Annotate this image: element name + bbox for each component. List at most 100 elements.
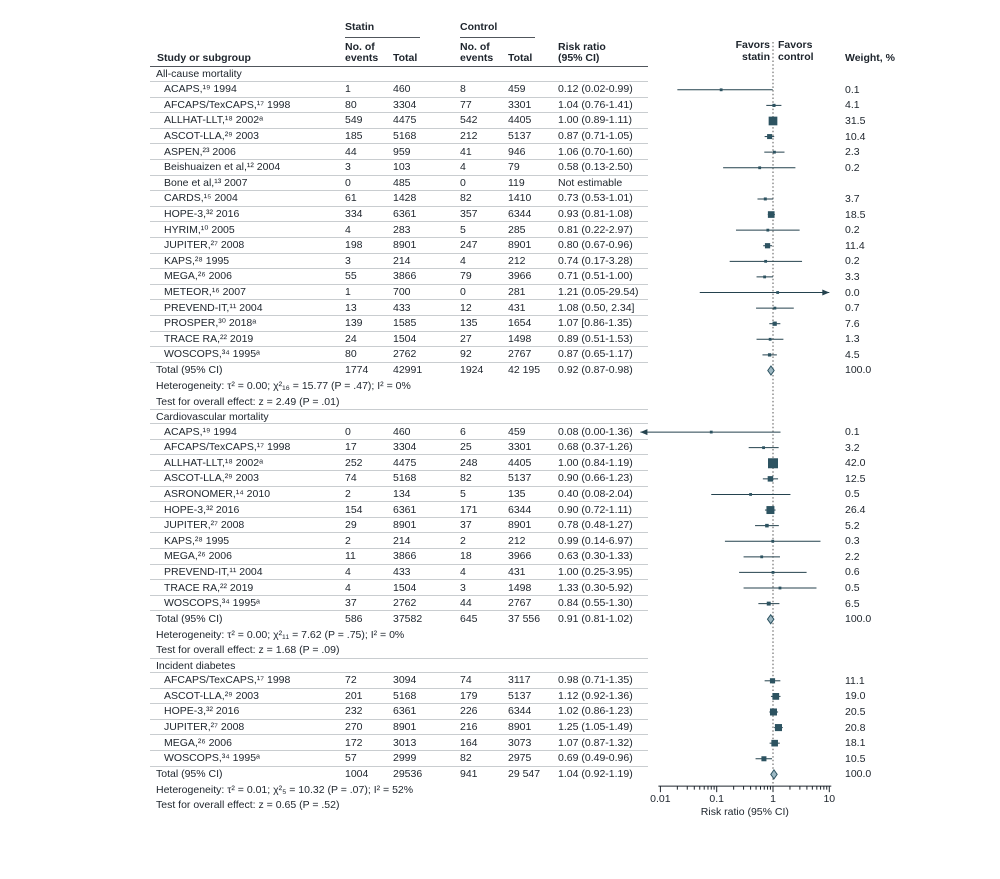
weight-value: 20.5 [845,705,866,718]
control-events: 4 [460,161,466,174]
study-row: HOPE-3,³² 2016 232 6361 226 6344 1.02 (0.86-1… [150,704,930,720]
statin-total: 3866 [393,550,417,563]
study-row: PREVEND-IT,¹¹ 2004 13 433 12 431 1.08 (0.50, … [150,300,930,316]
statin-events: 154 [345,503,363,516]
risk-ratio-text: 1.33 (0.30-5.92) [558,581,633,594]
statin-total: 1504 [393,332,417,345]
row-table-cells: Total (95% CI) 1004 29536 941 29 547 1.04 (0.… [150,767,648,783]
control-events: 216 [460,721,478,734]
control-total: 946 [508,145,526,158]
favors-statin-line1: Favors [735,39,770,51]
statin-total: 8901 [393,239,417,252]
statin-total: 485 [393,176,411,189]
weight-value: 100.0 [845,768,872,781]
control-total: 29 547 [508,768,541,781]
overall-effect-note: Test for overall effect: z = 1.68 (P = .… [156,644,340,657]
risk-ratio-text: 1.04 (0.76-1.41) [558,98,633,111]
statin-total: 5168 [393,472,417,485]
study-label: TRACE RA,²² 2019 [164,581,254,594]
control-events: 6 [460,425,466,438]
risk-ratio-text: 0.80 (0.67-0.96) [558,239,633,252]
row-table-cells: Bone et al,¹³ 2007 0 485 0 119 Not estimable [150,176,648,192]
statin-total: 3094 [393,674,417,687]
study-label: HYRIM,¹⁰ 2005 [164,223,235,236]
control-events: 212 [460,130,478,143]
statin-total: 433 [393,565,411,578]
study-label: Total (95% CI) [156,768,223,781]
statin-events: 55 [345,270,357,283]
risk-ratio-text: 0.87 (0.65-1.17) [558,348,633,361]
favors-statin-label: Favors statin [690,39,770,63]
study-row: TRACE RA,²² 2019 24 1504 27 1498 0.89 (0.51-1… [150,332,930,348]
control-total: 3117 [508,674,531,687]
row-table-cells: KAPS,²⁸ 1995 2 214 2 212 0.99 (0.14-6.97) [150,533,648,550]
study-row: Beishuaizen et al,¹² 2004 3 103 4 79 0.58 (0.… [150,160,930,176]
control-events: 5 [460,223,466,236]
study-label: MEGA,²⁶ 2006 [164,270,232,283]
risk-ratio-text: 0.40 (0.08-2.04) [558,487,633,500]
control-events: 0 [460,176,466,189]
risk-ratio-text: 0.84 (0.55-1.30) [558,597,633,610]
risk-ratio-text: 1.00 (0.84-1.19) [558,456,633,469]
column-header-statin-events-line1: No. of [345,41,375,53]
risk-ratio-text: 1.07 (0.87-1.32) [558,736,633,749]
control-total: 6344 [508,705,532,718]
row-table-cells: METEOR,¹⁶ 2007 1 700 0 281 1.21 (0.05-29.54) [150,285,648,301]
row-table-cells: ACAPS,¹⁹ 1994 1 460 8 459 0.12 (0.02-0.99) [150,82,648,98]
statin-events: 201 [345,689,363,702]
statin-total: 214 [393,534,411,547]
row-table-cells: Beishuaizen et al,¹² 2004 3 103 4 79 0.58 (0.… [150,160,648,176]
control-events: 135 [460,317,478,330]
study-label: PREVEND-IT,¹¹ 2004 [164,301,263,314]
study-label: Total (95% CI) [156,613,223,626]
statin-total: 6361 [393,705,417,718]
study-row: Bone et al,¹³ 2007 0 485 0 119 Not estimable [150,176,930,192]
column-header-weight: Weight, % [845,52,895,64]
statin-total: 3013 [393,736,417,749]
control-total: 135 [508,487,526,500]
control-total: 3966 [508,550,532,563]
study-row: JUPITER,²⁷ 2008 270 8901 216 8901 1.25 (1.05-… [150,720,930,736]
weight-value: 0.3 [845,535,860,548]
study-row: WOSCOPS,³⁴ 1995ᵃ 80 2762 92 2767 0.87 (0.65-1… [150,347,930,363]
row-table-cells: PROSPER,³⁰ 2018ᵃ 139 1585 135 1654 1.07 [0.86… [150,316,648,332]
study-row: ALLHAT-LLT,¹⁸ 2002ᵃ 252 4475 248 4405 1.00 (0… [150,455,930,472]
row-table-cells: TRACE RA,²² 2019 24 1504 27 1498 0.89 (0.51-1… [150,332,648,348]
control-events: 1924 [460,364,484,377]
statin-events: 0 [345,176,351,189]
risk-ratio-text: 0.58 (0.13-2.50) [558,161,633,174]
statin-total: 8901 [393,519,417,532]
control-total: 1498 [508,581,532,594]
row-table-cells: JUPITER,²⁷ 2008 198 8901 247 8901 0.80 (0.67-… [150,238,648,254]
control-total: 3301 [508,441,532,454]
statin-events: 232 [345,705,363,718]
study-label: AFCAPS/TexCAPS,¹⁷ 1998 [164,674,291,687]
risk-ratio-text: 0.69 (0.49-0.96) [558,752,633,765]
column-header-study: Study or subgroup [157,52,251,64]
study-row: WOSCOPS,³⁴ 1995ᵃ 57 2999 82 2975 0.69 (0.49-0… [150,751,930,767]
column-header-control-events-line1: No. of [460,41,490,53]
weight-value: 31.5 [845,114,866,127]
study-label: WOSCOPS,³⁴ 1995ᵃ [164,348,260,361]
risk-ratio-text: 1.25 (1.05-1.49) [558,721,633,734]
statin-events: 4 [345,223,351,236]
control-events: 357 [460,208,478,221]
control-total: 5137 [508,472,532,485]
row-table-cells: ALLHAT-LLT,¹⁸ 2002ᵃ 549 4475 542 4405 1.00 (0… [150,113,648,129]
statin-total: 6361 [393,208,417,221]
study-label: KAPS,²⁸ 1995 [164,254,230,267]
study-row: PREVEND-IT,¹¹ 2004 4 433 4 431 1.00 (0.25-3.9… [150,565,930,581]
row-table-cells: HYRIM,¹⁰ 2005 4 283 5 285 0.81 (0.22-2.97) [150,222,648,238]
control-total: 3301 [508,98,532,111]
weight-value: 3.3 [845,270,860,283]
statin-events: 13 [345,301,357,314]
weight-value: 100.0 [845,364,872,377]
risk-ratio-text: 0.74 (0.17-3.28) [558,254,633,267]
table-header: Study or subgroup Statin Control No. of … [0,18,1000,67]
risk-ratio-text: 1.02 (0.86-1.23) [558,705,633,718]
control-total: 285 [508,223,526,236]
column-header-statin-group: Statin [345,21,375,33]
risk-ratio-text: Not estimable [558,176,623,189]
control-total: 2975 [508,752,532,765]
study-row: JUPITER,²⁷ 2008 29 8901 37 8901 0.78 (0.48-1.… [150,518,930,534]
